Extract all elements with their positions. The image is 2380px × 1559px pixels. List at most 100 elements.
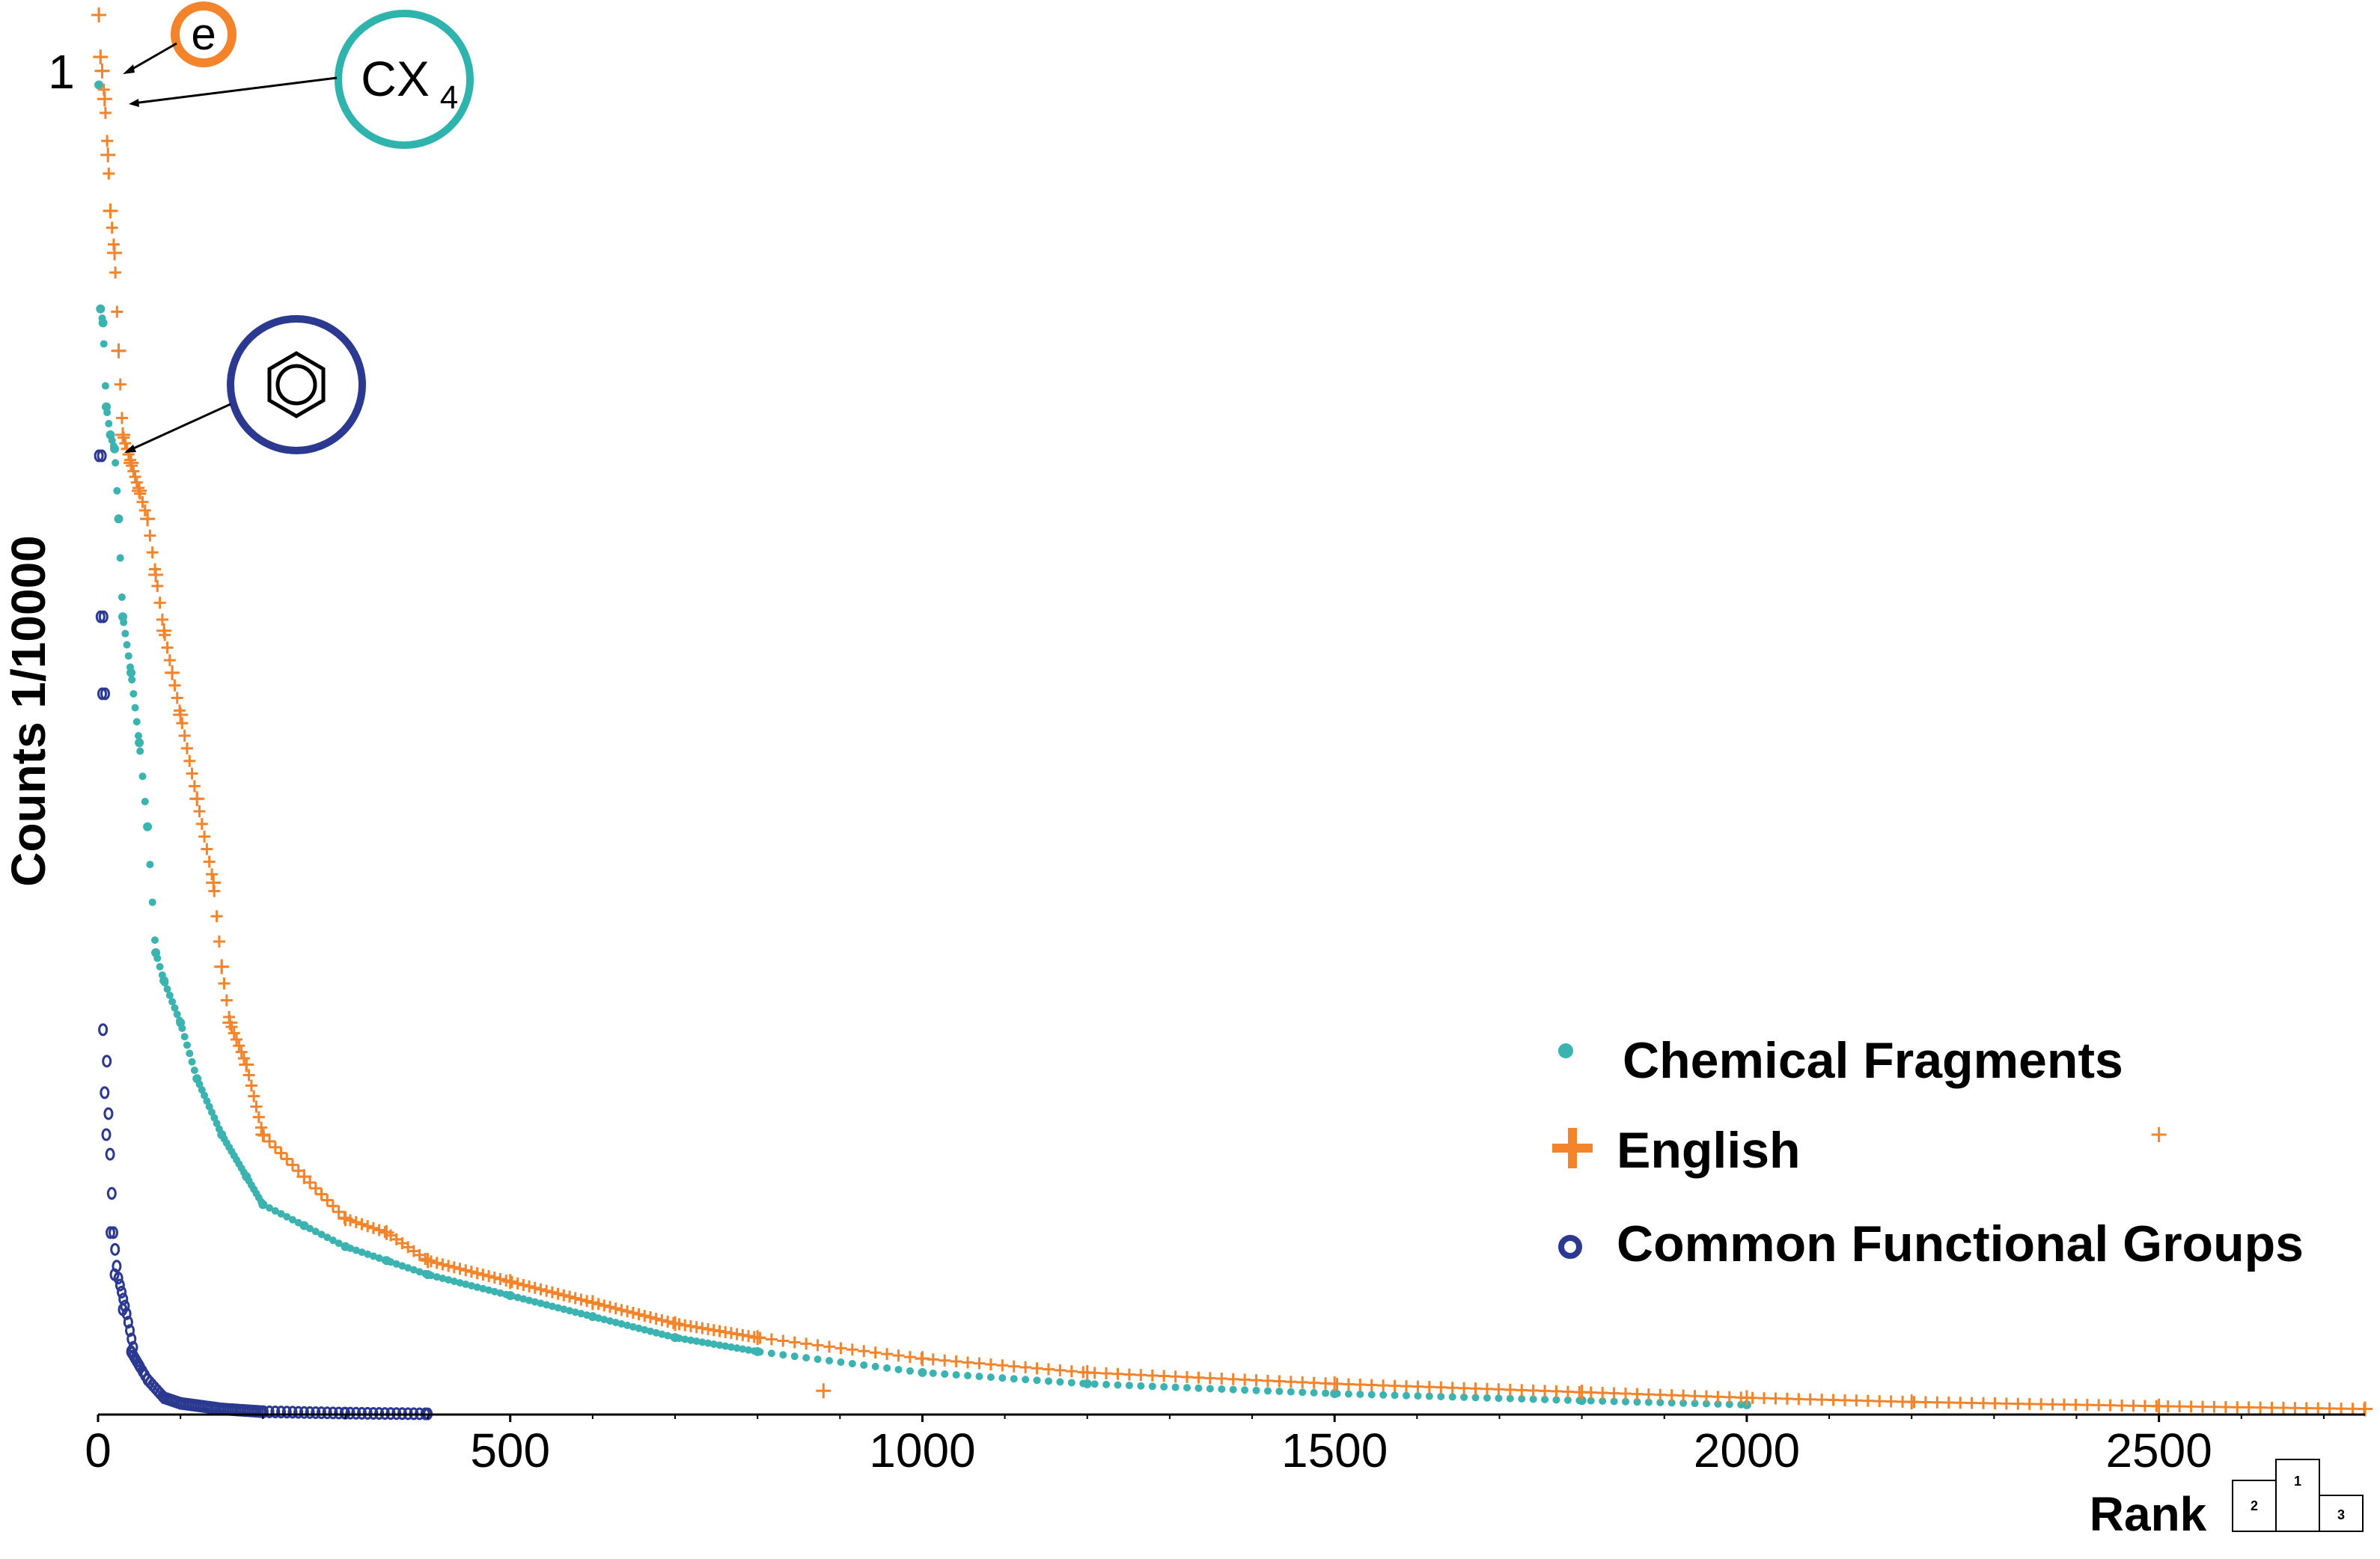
chemical-fragments-marker	[358, 1248, 366, 1257]
english-marker	[1423, 1381, 1435, 1394]
chemical-fragments-marker	[975, 1373, 983, 1381]
english-marker	[1146, 1369, 1159, 1382]
english-marker	[248, 1090, 260, 1102]
legend-label-chemical-fragments: Chemical Fragments	[1623, 1032, 2123, 1089]
chemical-fragments-marker	[1148, 1382, 1156, 1391]
chemical-fragments-marker	[151, 936, 159, 945]
chemical-fragments-marker	[203, 1097, 211, 1105]
common-functional-groups-point	[134, 1359, 144, 1373]
chemical-fragments-marker	[101, 382, 109, 390]
chemical-fragments-marker	[352, 1246, 360, 1254]
english-marker	[1804, 1393, 1816, 1406]
english-marker	[144, 529, 156, 542]
annotation-cx4: CX 4	[129, 10, 474, 149]
chemical-fragments-marker	[467, 1281, 475, 1290]
chemical-fragments-marker	[496, 1289, 504, 1297]
chemical-fragments-point	[505, 1291, 515, 1301]
chemical-fragments-marker	[205, 1102, 213, 1111]
chemical-fragments-marker	[1403, 1391, 1411, 1400]
chemical-fragments-marker	[208, 1108, 216, 1117]
english-marker	[146, 546, 159, 559]
benzene-ring-icon	[267, 351, 326, 418]
common-functional-groups-marker	[105, 1147, 115, 1161]
chemical-fragments-point	[94, 80, 104, 90]
english-marker	[471, 1267, 483, 1280]
common-functional-groups-point	[94, 449, 104, 463]
chemical-fragments-marker	[1691, 1400, 1699, 1408]
chemical-fragments-point	[151, 948, 161, 957]
english-point	[132, 483, 147, 498]
english-marker	[1227, 1373, 1239, 1385]
chemical-fragments-marker	[132, 718, 141, 726]
chemical-fragments-marker	[190, 1066, 198, 1074]
y-axis-title: Counts 1/10000	[1, 535, 55, 887]
chemical-fragments-marker	[375, 1254, 383, 1262]
chemical-fragments-marker	[1541, 1395, 1549, 1403]
english-marker	[528, 1281, 541, 1294]
english-marker	[858, 1345, 870, 1358]
chemical-fragments-marker	[871, 1362, 879, 1370]
english-marker	[231, 1033, 243, 1046]
chemical-fragments-point	[258, 1200, 268, 1209]
english-point	[103, 203, 118, 219]
english-marker	[892, 1349, 905, 1362]
english-marker	[1792, 1393, 1805, 1406]
chemical-fragments-marker	[721, 1342, 730, 1350]
chemical-fragments-marker	[112, 459, 120, 467]
chemical-fragments-marker	[409, 1266, 418, 1274]
chemical-fragments-marker	[146, 861, 154, 869]
english-marker	[2208, 1400, 2221, 1413]
chemical-fragments-marker	[629, 1322, 637, 1331]
chemical-fragments-marker	[1656, 1398, 1665, 1406]
english-marker	[2138, 1400, 2151, 1412]
english-point	[165, 665, 180, 680]
chemical-fragments-marker	[163, 985, 171, 993]
english-marker	[1400, 1380, 1413, 1393]
chemical-fragments-marker	[288, 1215, 296, 1224]
english-marker	[1458, 1382, 1471, 1394]
common-functional-groups-marker	[322, 1406, 332, 1420]
english-marker	[156, 613, 168, 626]
chemical-fragments-marker	[335, 1239, 343, 1248]
english-marker	[2035, 1398, 2048, 1411]
chemical-fragments-marker	[1599, 1397, 1607, 1406]
chemical-fragments-marker	[271, 1206, 279, 1215]
english-marker	[2197, 1400, 2209, 1413]
chemical-fragments-marker	[825, 1357, 833, 1365]
english-marker	[1527, 1384, 1540, 1397]
english-marker	[2116, 1399, 2129, 1412]
english-marker	[171, 692, 183, 704]
english-marker	[1631, 1388, 1644, 1400]
english-marker	[1827, 1394, 1840, 1406]
english-point	[420, 1253, 436, 1269]
english-marker	[1065, 1365, 1078, 1378]
chemical-fragments-marker	[1425, 1392, 1433, 1400]
chemical-fragments-marker	[156, 962, 164, 971]
chemical-fragments-marker	[201, 1091, 209, 1099]
english-point	[585, 1295, 600, 1311]
chemical-fragments-marker	[277, 1209, 285, 1218]
common-functional-groups-point	[142, 1373, 153, 1386]
legend: Chemical Fragments English Common Functi…	[1552, 1032, 2304, 1272]
english-point	[2151, 1127, 2167, 1142]
english-marker	[1435, 1381, 1447, 1394]
english-marker	[1250, 1374, 1263, 1387]
chemical-fragments-marker	[1633, 1398, 1641, 1406]
chemical-fragments-marker	[183, 1041, 191, 1049]
english-marker	[2081, 1399, 2093, 1412]
chemical-fragments-marker	[814, 1355, 822, 1364]
common-functional-groups-marker	[281, 1406, 292, 1419]
chemical-fragments-marker	[1229, 1385, 1237, 1394]
chemical-fragments-marker	[681, 1335, 689, 1343]
chemical-fragments-marker	[1125, 1382, 1133, 1390]
english-point	[222, 1015, 238, 1031]
common-functional-groups-marker	[115, 1278, 125, 1292]
english-marker	[1019, 1361, 1032, 1373]
english-marker	[834, 1342, 847, 1355]
chemical-fragments-marker	[1241, 1386, 1249, 1394]
chemical-fragments-marker	[635, 1324, 643, 1332]
chemical-fragments-marker	[129, 689, 138, 698]
english-marker	[1861, 1394, 1874, 1407]
x-axis-ticks: 0 500 1000 1500 2000 2500	[85, 1415, 2325, 1477]
chemical-fragments-marker	[571, 1308, 579, 1317]
